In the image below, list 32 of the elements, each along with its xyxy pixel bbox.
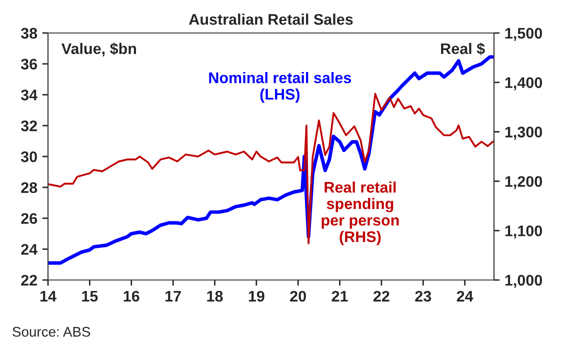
- x-tick-label: 21: [332, 290, 348, 302]
- chart-title: Australian Retail Sales: [189, 14, 353, 25]
- x-tick-label: 19: [248, 290, 264, 302]
- series-label: Nominal retail sales (LHS): [209, 72, 352, 103]
- y2-tick-label: 1,300: [505, 126, 542, 140]
- y2-tick-label: 1,500: [505, 28, 542, 41]
- y-tick-label: 34: [20, 90, 38, 100]
- x-tick-label: 16: [124, 290, 140, 302]
- x-tick-label: 17: [166, 290, 181, 302]
- y-tick-label: 24: [21, 244, 38, 255]
- x-tick-label: 15: [82, 290, 98, 302]
- source-note: Source: ABS: [12, 326, 90, 337]
- y-tick-label: 32: [20, 120, 37, 132]
- x-tick-label: 18: [207, 290, 223, 302]
- y2-tick-label: 1,100: [505, 225, 542, 238]
- x-tick-label: 24: [456, 290, 474, 302]
- y2-tick-label: 1,200: [505, 176, 542, 190]
- y-tick-label: 38: [20, 28, 38, 39]
- x-tick-label: 20: [290, 290, 306, 302]
- y-axis-title: Value, $bn: [61, 42, 136, 56]
- x-tick-label: 23: [415, 290, 432, 302]
- y-tick-label: 28: [21, 182, 38, 194]
- series-label: Real retail spending per person (RHS): [322, 181, 399, 246]
- y-tick-label: 36: [20, 58, 38, 70]
- y2-axis-title: Real $: [441, 42, 485, 56]
- x-tick-label: 22: [373, 290, 390, 302]
- y-tick-label: 22: [21, 274, 37, 286]
- y-tick-label: 30: [20, 151, 37, 162]
- y-tick-label: 26: [21, 213, 38, 224]
- y2-tick-label: 1,000: [505, 274, 542, 288]
- x-tick-label: 14: [40, 290, 56, 302]
- y2-tick-label: 1,400: [505, 77, 542, 90]
